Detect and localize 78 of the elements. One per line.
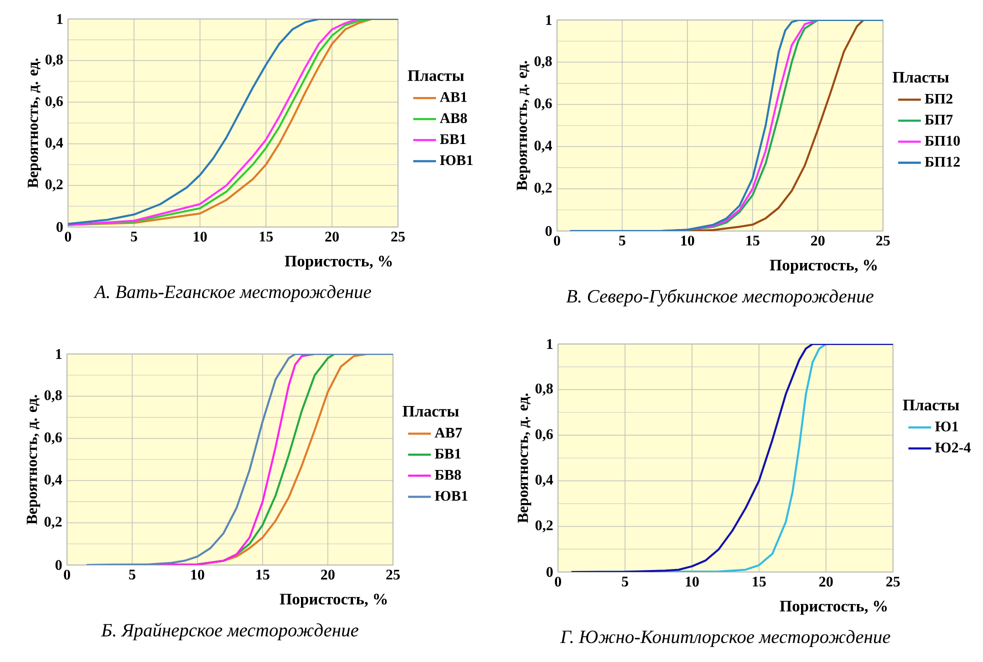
x-tick-label: 15 (752, 576, 766, 587)
x-tick-label: 15 (260, 232, 273, 242)
x-tick-label: 20 (811, 236, 825, 246)
x-tick-label: 25 (876, 236, 890, 246)
y-tick-label: 0,6 (534, 98, 552, 110)
text: А. Вать-Еганское месторождение (93, 285, 372, 302)
x-tick-label: 15 (746, 236, 760, 246)
x-tick-label: 0 (64, 570, 70, 580)
y-tick-label: 0,2 (46, 179, 63, 192)
legend-label: АВ1 (440, 92, 467, 102)
legend-label: Ю2-4 (935, 442, 971, 452)
legend-title: Пласты (892, 72, 949, 83)
x-tick-label: 25 (886, 576, 900, 587)
x-tick-label: 10 (194, 232, 207, 242)
legend-title: Пласты (408, 70, 464, 81)
y-axis-title: Вероятность, д. ед. (516, 61, 530, 190)
y-tick-label: 0,8 (44, 390, 62, 402)
x-tick-label: 5 (619, 236, 626, 246)
x-tick-label: 25 (391, 232, 405, 242)
text: Б. Ярайнерское месторождение (101, 623, 358, 640)
y-tick-label: 1 (57, 14, 63, 24)
x-tick-label: 5 (130, 232, 138, 242)
x-tick-label: 0 (554, 236, 560, 246)
x-axis-title: Пористость, % (770, 260, 877, 274)
x-tick-label: 10 (686, 576, 699, 587)
x-axis-title: Пористость, % (284, 256, 392, 270)
legend-label: БП10 (924, 136, 960, 146)
x-tick-label: 0 (64, 232, 72, 242)
text: В. Северо-Губкинское месторождение (566, 289, 874, 306)
x-tick-label: 10 (681, 236, 694, 246)
y-tick-label: 0,8 (46, 54, 63, 67)
legend-label: ЮВ1 (434, 490, 468, 501)
y-tick-label: 0,8 (534, 56, 552, 68)
legend-label: БВ1 (440, 134, 466, 144)
x-tick-label: 5 (622, 576, 628, 586)
legend-title: Пласты (402, 406, 459, 417)
x-axis-title: Пористость, % (280, 594, 387, 608)
y-tick-label: 1 (56, 349, 62, 359)
y-tick-label: 1 (546, 15, 552, 25)
line-series (86, 354, 394, 565)
x-tick-label: 10 (191, 570, 204, 580)
y-tick-label: 0 (56, 222, 63, 232)
y-tick-label: 0,6 (536, 429, 553, 442)
legend-label: БВ1 (434, 448, 461, 459)
legend-label: АВ7 (434, 428, 462, 438)
y-tick-label: 0,2 (534, 182, 552, 195)
legend-title: Пласты (902, 400, 960, 410)
y-tick-label: 0,8 (536, 384, 553, 396)
legend-label: БВ8 (434, 470, 461, 480)
y-tick-label: 0,6 (46, 96, 63, 108)
y-tick-label: 0,4 (44, 474, 62, 487)
x-tick-label: 25 (386, 570, 400, 580)
x-tick-label: 20 (325, 232, 339, 242)
legend-label: БП2 (924, 94, 952, 104)
y-tick-label: 0,2 (536, 520, 553, 532)
x-tick-label: 15 (256, 570, 270, 580)
legend-label: БП7 (924, 114, 953, 124)
y-tick-label: 0,4 (46, 138, 64, 150)
legend-label: ЮВ1 (440, 155, 473, 166)
text: Г. Южно-Конитлорское месторождение (560, 630, 890, 647)
y-tick-label: 0,6 (44, 432, 62, 444)
x-tick-label: 20 (321, 570, 335, 580)
y-tick-label: 1 (547, 339, 553, 349)
x-tick-label: 5 (129, 570, 136, 580)
y-tick-label: 0 (56, 560, 62, 570)
legend-label: АВ8 (440, 113, 467, 124)
y-tick-label: 0,4 (536, 474, 554, 487)
y-tick-label: 0,2 (44, 516, 62, 529)
x-axis-title: Пористость, % (780, 600, 887, 615)
y-axis-title: Вероятность, д. ед. (28, 58, 42, 188)
legend-label: БП12 (924, 156, 960, 167)
legend-label: Ю1 (935, 422, 958, 432)
y-axis-title: Вероятность, д. ед. (26, 395, 40, 524)
line-series (570, 344, 893, 572)
y-tick-label: 0,4 (534, 140, 552, 153)
x-tick-label: 20 (819, 576, 833, 587)
x-tick-label: 0 (554, 576, 562, 587)
y-axis-title: Вероятность, д. ед. (518, 394, 532, 523)
